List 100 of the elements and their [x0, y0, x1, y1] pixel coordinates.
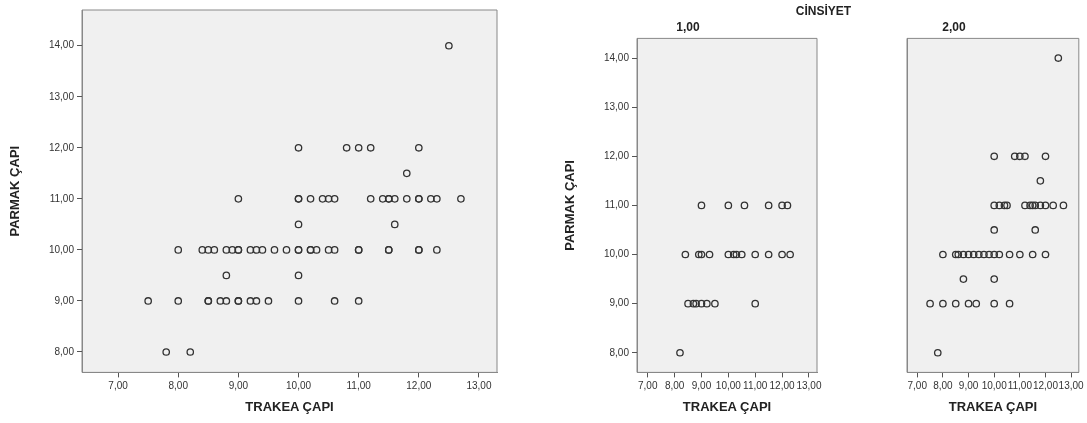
- point: [740, 201, 749, 210]
- y-tick-label: 14,00: [603, 51, 630, 63]
- point: [954, 250, 963, 259]
- x-tick-label: 7,00: [638, 380, 658, 392]
- point: [995, 201, 1004, 210]
- y-tick-label: 11,00: [604, 199, 630, 211]
- point: [969, 250, 978, 259]
- point: [778, 250, 786, 259]
- point: [951, 250, 960, 259]
- y-tick-label: 9,00: [609, 297, 630, 309]
- y-tick-label: 10,00: [603, 248, 630, 260]
- x-tick-label: 10,00: [981, 380, 1008, 392]
- point: [1026, 201, 1034, 210]
- y-axis-title: PARMAK ÇAPI: [562, 160, 578, 251]
- point: [729, 250, 738, 259]
- point: [703, 299, 711, 308]
- point: [689, 299, 698, 308]
- point: [964, 250, 973, 259]
- x-tick-label: 13,00: [466, 380, 492, 392]
- x-tick-label: 11,00: [346, 380, 372, 392]
- point: [972, 299, 981, 308]
- point: [786, 250, 794, 259]
- x-axis-title: TRAKEA ÇAPI: [948, 398, 1038, 414]
- point: [676, 348, 684, 357]
- x-tick-label: 8,00: [664, 380, 685, 392]
- y-tick-label: 14,00: [48, 39, 75, 51]
- point: [1036, 176, 1045, 185]
- point: [751, 299, 760, 308]
- y-tick-label: 12,00: [603, 150, 630, 162]
- y-tick-label: 9,00: [54, 294, 75, 306]
- x-tick-label: 12,00: [1032, 380, 1059, 392]
- point: [764, 250, 773, 259]
- point: [990, 299, 999, 308]
- y-tick-label: 13,00: [603, 100, 630, 112]
- point: [1005, 250, 1014, 259]
- x-tick-label: 13,00: [796, 380, 822, 392]
- point: [1000, 201, 1009, 210]
- point: [939, 250, 947, 259]
- x-tick-label: 9,00: [691, 380, 712, 392]
- point: [732, 250, 741, 259]
- point: [1028, 201, 1037, 210]
- point: [959, 275, 968, 283]
- point: [1049, 201, 1058, 210]
- x-tick-label: 7,00: [907, 380, 928, 392]
- y-tick-label: 10,00: [48, 243, 75, 255]
- x-tick-label: 7,00: [108, 380, 129, 392]
- point: [939, 299, 947, 308]
- point: [737, 250, 746, 259]
- y-axis-title: PARMAK ÇAPI: [7, 145, 23, 237]
- point: [990, 250, 999, 259]
- x-tick-label: 12,00: [769, 380, 796, 392]
- x-axis-title: TRAKEA ÇAPI: [682, 398, 772, 414]
- point: [1041, 152, 1050, 161]
- point: [751, 250, 760, 259]
- x-tick-label: 10,00: [715, 380, 742, 392]
- point: [1041, 201, 1050, 210]
- point: [1015, 250, 1024, 259]
- point: [1028, 250, 1037, 259]
- x-tick-label: 13,00: [1058, 380, 1085, 392]
- x-tick-label: 9,00: [228, 380, 249, 392]
- x-tick-label: 8,00: [168, 380, 189, 392]
- point: [724, 250, 733, 259]
- point: [711, 299, 719, 308]
- point: [926, 299, 934, 308]
- point: [1005, 299, 1014, 308]
- y-tick-label: 11,00: [49, 192, 75, 204]
- point: [697, 201, 706, 210]
- chart-subtitle: 2,00: [942, 19, 966, 34]
- point: [778, 201, 786, 210]
- point: [980, 250, 988, 259]
- point: [1059, 201, 1068, 210]
- y-tick-label: 12,00: [48, 141, 75, 153]
- chart-subtitle: 1,00: [676, 19, 700, 34]
- point: [964, 299, 973, 308]
- point: [990, 226, 999, 234]
- y-tick-label: 8,00: [54, 345, 75, 357]
- point: [1031, 226, 1040, 234]
- point: [985, 250, 993, 259]
- point: [1021, 201, 1029, 210]
- point: [694, 250, 703, 259]
- point: [681, 250, 690, 259]
- point: [697, 299, 706, 308]
- point: [697, 250, 706, 259]
- x-tick-label: 9,00: [958, 380, 979, 392]
- point: [783, 201, 792, 210]
- point: [1021, 152, 1029, 161]
- point: [1041, 250, 1050, 259]
- point: [1010, 152, 1019, 161]
- x-tick-label: 10,00: [286, 380, 312, 392]
- point: [684, 299, 692, 308]
- point: [990, 275, 999, 283]
- x-tick-label: 11,00: [743, 380, 768, 392]
- point: [951, 299, 960, 308]
- point: [974, 250, 983, 259]
- point: [1015, 152, 1024, 161]
- x-tick-label: 8,00: [933, 380, 954, 392]
- point: [933, 348, 942, 357]
- point: [959, 250, 968, 259]
- point: [990, 201, 999, 210]
- point: [990, 152, 999, 161]
